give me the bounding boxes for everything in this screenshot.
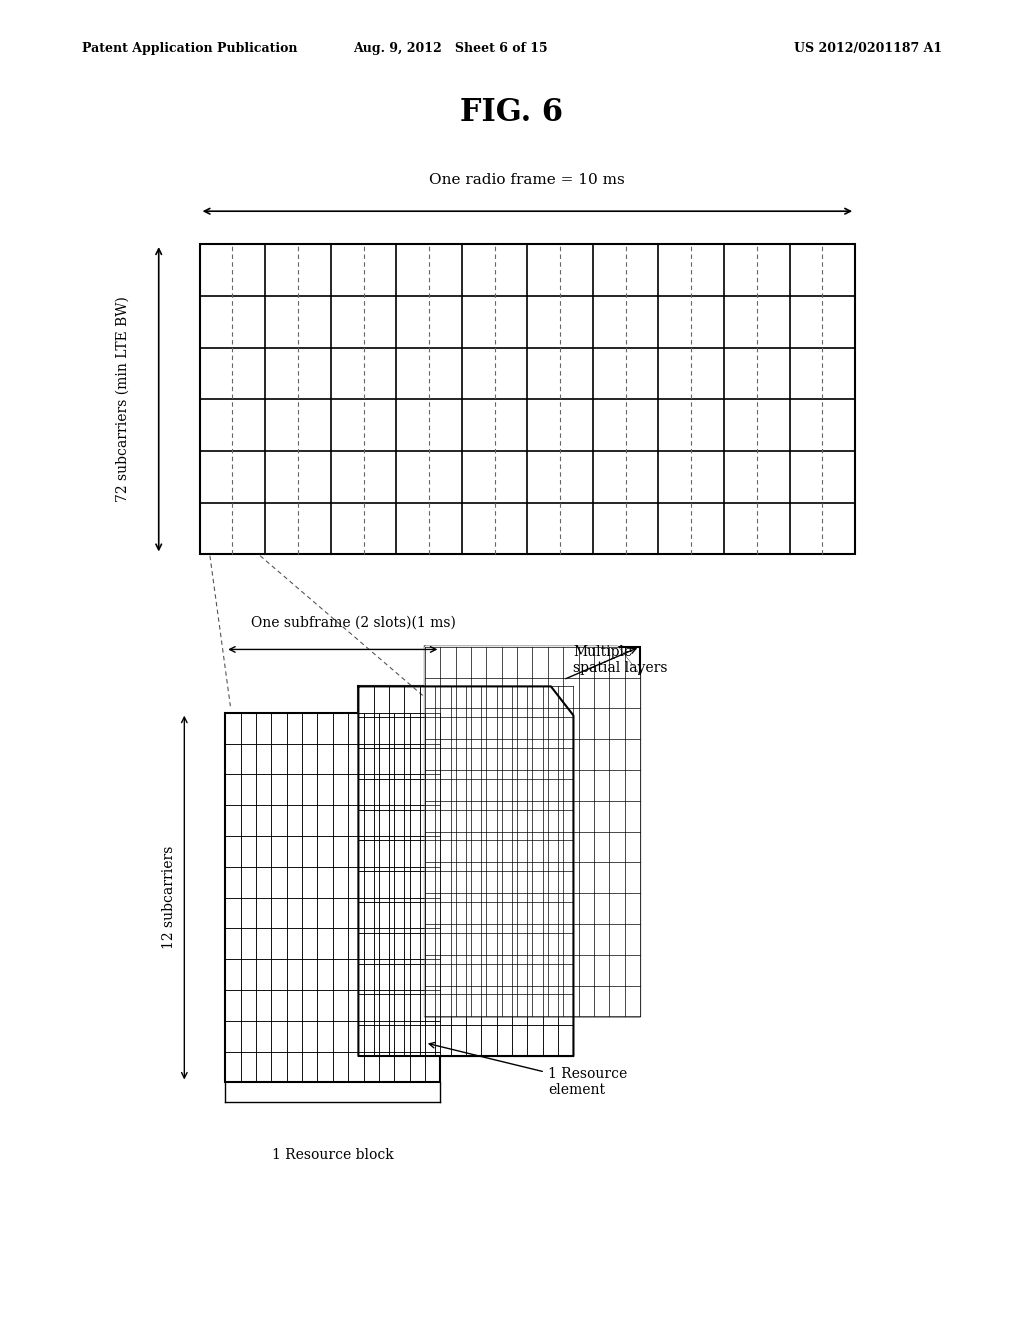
Text: US 2012/0201187 A1: US 2012/0201187 A1 xyxy=(794,42,942,55)
Text: One radio frame = 10 ms: One radio frame = 10 ms xyxy=(429,173,626,187)
Bar xyxy=(225,713,440,1082)
Bar xyxy=(200,244,855,554)
Polygon shape xyxy=(358,686,573,1056)
Polygon shape xyxy=(425,647,640,1016)
Bar xyxy=(225,713,440,1082)
Text: FIG. 6: FIG. 6 xyxy=(461,96,563,128)
Bar xyxy=(358,686,573,1056)
Text: 12 subcarriers: 12 subcarriers xyxy=(162,846,176,949)
Text: One subframe (2 slots)(1 ms): One subframe (2 slots)(1 ms) xyxy=(251,615,456,630)
Text: 1 Resource
element: 1 Resource element xyxy=(429,1043,627,1097)
Text: 72 subcarriers (min LTE BW): 72 subcarriers (min LTE BW) xyxy=(116,297,130,502)
Bar xyxy=(425,647,640,1016)
Text: 1 Resource block: 1 Resource block xyxy=(272,1148,393,1163)
Text: Aug. 9, 2012   Sheet 6 of 15: Aug. 9, 2012 Sheet 6 of 15 xyxy=(353,42,548,55)
Text: Patent Application Publication: Patent Application Publication xyxy=(82,42,297,55)
Text: Multiple
spatial layers: Multiple spatial layers xyxy=(573,645,668,675)
Bar xyxy=(425,647,640,1016)
Bar xyxy=(358,686,573,1056)
